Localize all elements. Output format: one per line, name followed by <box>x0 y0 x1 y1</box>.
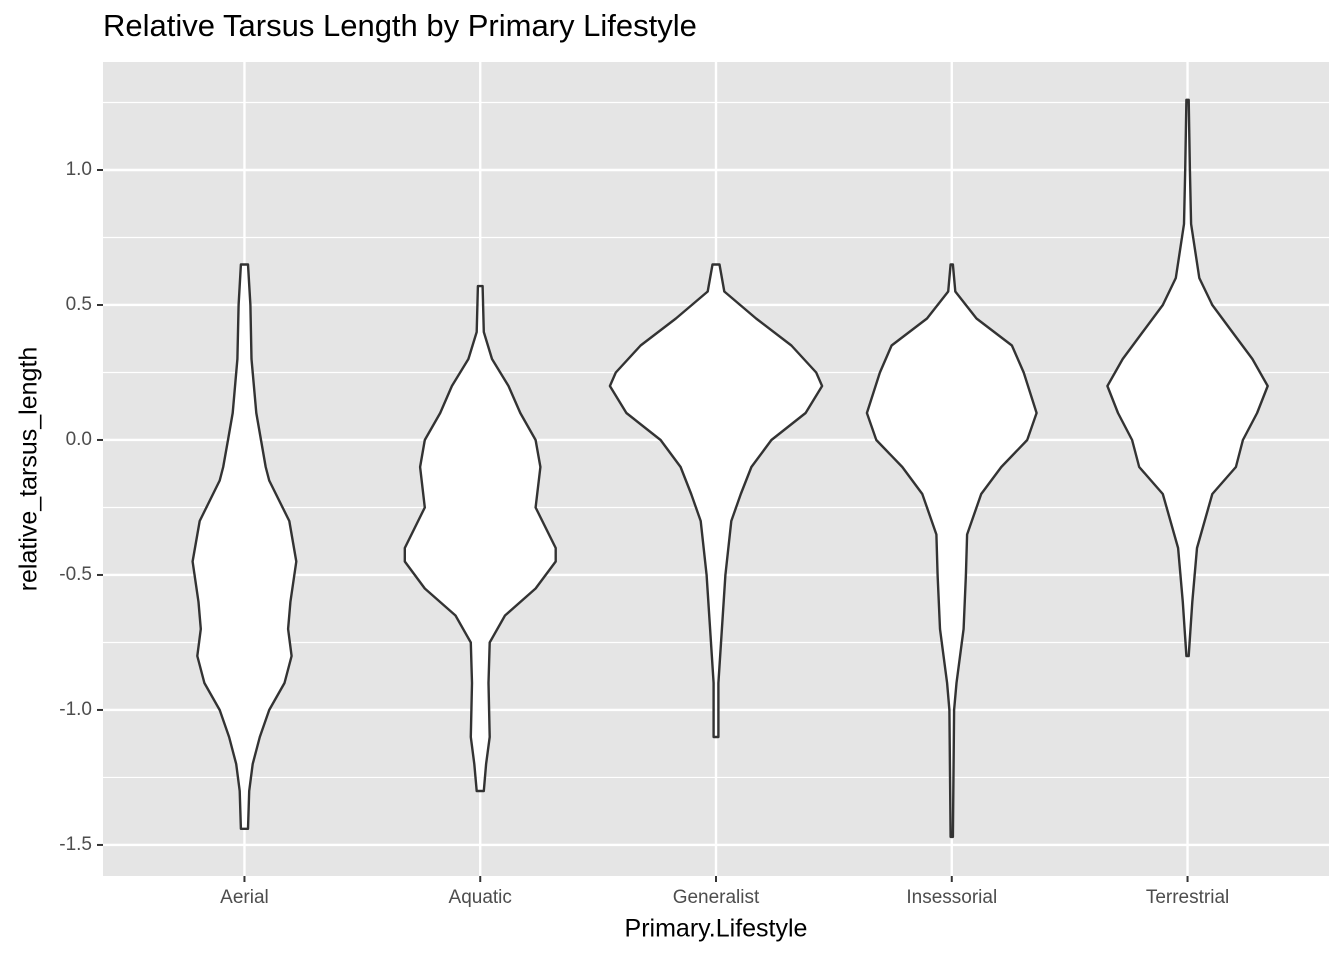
x-tick-label: Aquatic <box>449 887 512 908</box>
y-tick-label: 1.0 <box>66 159 92 180</box>
violin <box>1106 98 1269 658</box>
violin <box>403 284 557 793</box>
y-tick-label: -1.5 <box>59 834 92 855</box>
violin <box>865 263 1038 839</box>
x-axis-title: Primary.Lifestyle <box>625 915 808 943</box>
y-tick-label: 0.0 <box>66 429 92 450</box>
y-tick-label: 0.5 <box>66 294 92 315</box>
chart-title: Relative Tarsus Length by Primary Lifest… <box>103 8 697 43</box>
y-axis-title: relative_tarsus_length <box>15 347 43 592</box>
y-tick-label: -1.0 <box>59 699 92 720</box>
x-tick-label: Aerial <box>220 887 269 908</box>
violin <box>608 263 824 739</box>
y-tick-label: -0.5 <box>59 564 92 585</box>
x-tick-label: Terrestrial <box>1146 887 1229 908</box>
x-tick-label: Insessorial <box>906 887 997 908</box>
x-tick-label: Generalist <box>673 887 760 908</box>
violin <box>191 263 298 830</box>
